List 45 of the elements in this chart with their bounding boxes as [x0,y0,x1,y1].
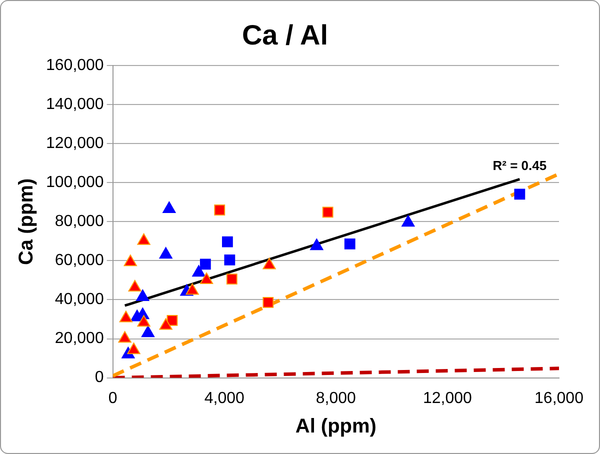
point [128,280,142,292]
point [159,318,172,330]
point [344,238,356,250]
point [118,331,132,343]
y-tick-label: 20,000 [54,330,104,348]
y-tick-label: 60,000 [54,252,104,270]
point [214,204,226,216]
x-tick-label: 12,000 [422,390,472,407]
point [200,258,211,270]
point [136,290,150,302]
y-tick-label: 160,000 [46,57,104,74]
point [127,342,140,354]
point [192,265,206,277]
point [222,236,233,248]
y-tick-label: 40,000 [54,291,104,308]
point [226,274,238,285]
point [262,258,276,270]
x-axis-title: Al (ppm) [295,416,376,438]
point [310,238,324,250]
y-tick-label: 140,000 [46,96,104,114]
x-tick-label: 8,000 [316,390,356,407]
y-axis-title: Ca (ppm) [16,178,38,266]
x-tick-label: 16,000 [534,390,584,407]
point [159,247,172,259]
point [124,254,137,266]
x-tick-label: 0 [108,390,118,407]
annotation: R² = 0.45 [492,158,547,174]
point [141,326,155,338]
point [162,202,176,214]
point [186,283,199,295]
point [402,215,415,227]
x-tick-label: 4,000 [204,390,244,407]
chart-title: Ca / Al [242,20,328,51]
y-tick-label: 0 [94,369,104,386]
point [514,188,526,200]
y-tick-label: 80,000 [54,213,104,230]
y-tick-label: 120,000 [46,135,104,152]
point [262,297,274,308]
y-tick-label: 100,000 [46,174,104,192]
point [200,272,214,284]
point [224,254,236,266]
point [137,233,150,245]
point [119,310,133,322]
point [322,206,334,218]
point [137,315,150,327]
